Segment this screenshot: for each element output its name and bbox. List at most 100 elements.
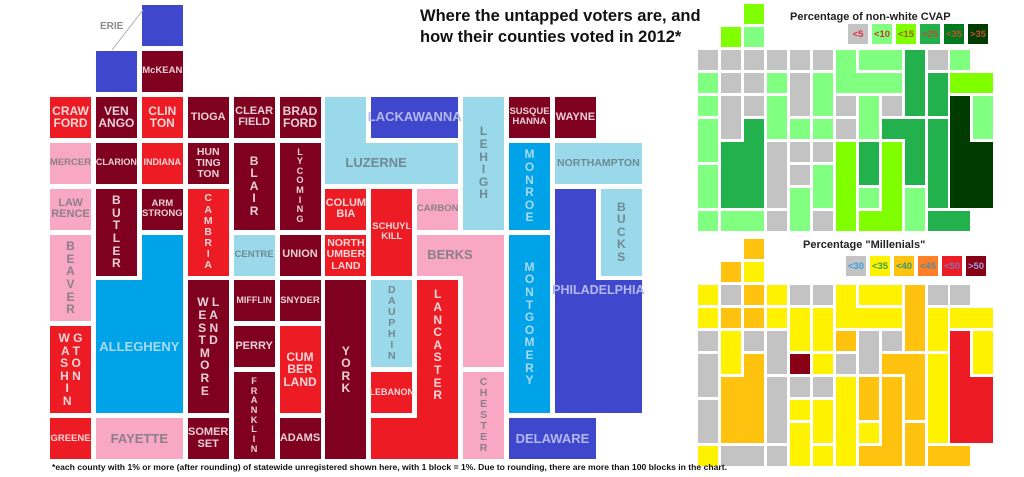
county-lancaster-block	[371, 418, 413, 460]
cvap-county-philadelphia-join	[950, 161, 971, 166]
mill-county-schuylkill-block	[858, 330, 879, 351]
cvap-county-cambria-block	[766, 118, 787, 139]
millennials-legend-item: <40	[894, 256, 914, 276]
mill-county-philadelphia-block	[973, 422, 994, 443]
mill-county-allegheny-join	[720, 396, 741, 401]
cvap-county-philadelphia-block	[973, 141, 994, 162]
cvap-county-bucks-join	[973, 115, 994, 120]
cvap-county-westmoreland-join	[766, 161, 787, 166]
mill-county-carbon-block	[881, 330, 902, 351]
mill-county-beaver-block	[698, 376, 718, 397]
cvap-county-perry-block	[789, 164, 810, 185]
mill-county-allegheny-join	[740, 376, 745, 397]
county-allegheny-join	[136, 320, 143, 327]
county-philadelphia-join	[595, 366, 602, 373]
county-beaver-block	[50, 280, 91, 322]
mill-county-allegheny-block	[743, 353, 764, 374]
millennials-legend: <30 <35 <40 <45 <50 >50	[846, 256, 986, 276]
cvap-legend-item: <35	[944, 24, 964, 44]
county-delaware-join	[549, 418, 556, 460]
county-dauphin-block	[371, 326, 413, 368]
mill-county-lycoming-block	[812, 330, 833, 351]
cvap-county-york-block	[835, 210, 856, 231]
county-montgomery-join	[509, 366, 550, 373]
county-northumberland-block	[325, 234, 367, 276]
cvap-county-washington-join	[698, 184, 718, 189]
cvap-county-luzerne-join	[855, 72, 860, 93]
cvap-county-centre-block	[789, 118, 810, 139]
mill-county-berks-block	[904, 399, 925, 420]
cvap-county-cumberland-block	[812, 164, 833, 185]
cvap-county-philadelphia-join	[969, 164, 974, 185]
mill-county-allegheny-join	[743, 396, 764, 401]
cvap-county-butler-join	[720, 115, 741, 120]
cvap-county-luzerne-block	[881, 72, 902, 93]
cvap-county-franklin-block	[789, 187, 810, 208]
cvap-county-philadelphia-block	[950, 164, 971, 185]
county-lehigh-block	[463, 142, 505, 184]
mill-county-berks-join	[901, 353, 906, 374]
county-philadelphia-join	[600, 366, 642, 373]
county-lancaster-block	[417, 372, 459, 414]
county-berks-block	[463, 234, 505, 276]
county-washington-join	[50, 366, 91, 373]
cvap-county-bucks-block	[973, 118, 994, 139]
county-york-join	[325, 366, 367, 373]
cvap-legend-item: <10	[872, 24, 892, 44]
county-york-block	[325, 326, 367, 368]
county-philadelphia-join	[595, 280, 602, 322]
mill-county-dauphin-block	[858, 376, 879, 397]
cvap-county-montgomery-block	[927, 164, 948, 185]
cvap-county-blair-block	[789, 95, 810, 116]
cvap-county-fayette-block	[743, 210, 764, 231]
cvap-county-adams-block	[812, 210, 833, 231]
mill-county-butler-block	[720, 330, 741, 351]
cvap-county-philadelphia-block	[973, 187, 994, 208]
county-montgomery-block	[509, 372, 550, 414]
cvap-legend-item: >35	[968, 24, 988, 44]
county-susquehanna-block	[509, 96, 550, 138]
county-allegheny-join	[141, 366, 183, 373]
mill-county-beaver-block	[698, 353, 718, 374]
mill-county-philadelphia-join	[950, 419, 971, 424]
mill-county-montgomery-block	[927, 399, 948, 420]
cvap-county-lancaster-join	[878, 210, 883, 231]
mill-county-philadelphia-block	[950, 399, 971, 420]
cvap-county-lancaster-join	[881, 184, 902, 189]
mill-county-clinton-block	[743, 284, 764, 305]
county-allegheny-block	[95, 372, 137, 414]
county-berks-join	[457, 234, 464, 276]
county-westmoreland-block	[187, 372, 229, 414]
county-philadelphia-block	[554, 234, 596, 276]
cvap-county-luzerne-block	[835, 72, 856, 93]
mill-county-butler-block	[720, 353, 741, 374]
county-philadelphia-join	[554, 320, 596, 327]
mill-county-fayette-join	[740, 445, 745, 466]
cvap-county-philadelphia-join	[950, 184, 971, 189]
county-lehigh-block	[463, 188, 505, 230]
mill-county-lancaster-join	[878, 445, 883, 466]
cvap-county-dauphin-block	[858, 164, 879, 185]
cvap-county-cambria-block	[766, 95, 787, 116]
mill-county-adams-block	[812, 445, 833, 466]
mill-county-philadelphia-join	[950, 350, 971, 355]
cvap-county-delaware-block	[927, 210, 948, 231]
county-butler-block	[95, 188, 137, 230]
county-allegheny-join	[141, 275, 183, 281]
cvap-county-lackawanna-block	[858, 49, 879, 70]
county-greene-block	[50, 418, 91, 460]
cvap-county-tioga-block	[766, 49, 787, 70]
chart-title: Where the untapped voters are, and how t…	[420, 7, 701, 46]
cvap-county-philadelphia-join	[973, 184, 994, 189]
mill-county-montgomery-block	[927, 376, 948, 397]
county-schuylkill-block	[371, 188, 413, 230]
mill-county-clearfield-block	[789, 284, 810, 305]
county-erie-block	[141, 5, 183, 46]
county-berks-join	[463, 275, 505, 281]
mill-county-westmoreland-block	[766, 422, 787, 443]
cvap-county-schuylkill-join	[858, 115, 879, 120]
mill-county-philadelphia-join	[969, 422, 974, 443]
county-schuylkill-block	[371, 234, 413, 276]
cvap-county-allegheny-join	[740, 184, 745, 189]
county-franklin-join	[233, 412, 275, 419]
